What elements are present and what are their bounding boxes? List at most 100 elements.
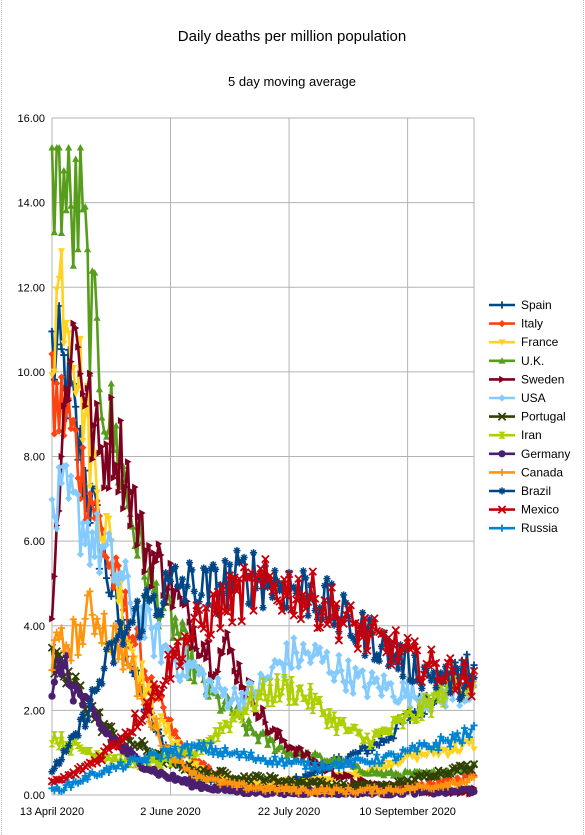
- data-point-marker: [373, 675, 381, 683]
- data-point-marker: [155, 620, 163, 628]
- data-point-marker: [242, 689, 251, 697]
- data-point-marker: [251, 771, 261, 780]
- data-point-marker: [95, 385, 104, 393]
- data-point-marker: [186, 618, 194, 626]
- data-point-marker: [306, 659, 315, 667]
- data-point-marker: [133, 552, 141, 559]
- data-point-marker: [63, 384, 70, 392]
- data-point-marker: [147, 692, 156, 701]
- data-point-marker: [67, 748, 75, 756]
- data-point-marker: [293, 751, 300, 759]
- data-point-marker: [121, 742, 130, 750]
- data-point-marker: [58, 452, 66, 461]
- data-point-marker: [266, 678, 274, 686]
- data-point-marker: [311, 641, 319, 649]
- data-point-marker: [81, 540, 89, 548]
- data-point-marker: [271, 567, 279, 575]
- legend: Spain Italy France U.K. Sweden USA Portugal Ira…: [489, 298, 570, 535]
- data-point-marker: [389, 734, 397, 742]
- data-point-marker: [382, 684, 390, 693]
- data-point-marker: [100, 610, 108, 618]
- legend-item: Germany: [489, 447, 570, 461]
- data-point-marker: [299, 590, 308, 599]
- data-point-marker: [261, 693, 269, 702]
- data-point-marker: [216, 766, 225, 775]
- data-point-marker: [299, 640, 307, 648]
- data-point-marker: [366, 770, 374, 777]
- data-point-marker: [140, 740, 149, 749]
- series-mexico: [47, 554, 479, 787]
- data-point-marker: [498, 320, 506, 328]
- data-point-marker: [107, 738, 116, 748]
- data-point-marker: [117, 758, 125, 766]
- data-point-marker: [53, 628, 61, 636]
- data-point-marker: [396, 713, 405, 722]
- data-point-marker: [347, 631, 355, 640]
- data-point-marker: [84, 384, 92, 392]
- data-point-marker: [468, 673, 476, 681]
- legend-label: Mexico: [521, 503, 559, 517]
- data-point-marker: [117, 416, 125, 425]
- data-point-marker: [328, 669, 336, 677]
- data-point-marker: [214, 734, 222, 743]
- data-point-marker: [67, 202, 75, 209]
- data-point-marker: [136, 681, 144, 689]
- data-point-marker: [107, 380, 115, 387]
- data-point-marker: [254, 571, 263, 580]
- data-point-marker: [193, 760, 201, 768]
- data-point-marker: [60, 747, 68, 755]
- data-point-marker: [304, 757, 312, 765]
- data-point-marker: [68, 358, 75, 366]
- data-point-marker: [228, 586, 236, 595]
- data-point-marker: [48, 740, 56, 748]
- data-point-marker: [60, 662, 68, 670]
- data-point-marker: [298, 744, 305, 752]
- data-point-marker: [360, 613, 370, 623]
- data-point-marker: [246, 777, 256, 786]
- legend-item: Italy: [489, 317, 543, 331]
- data-point-marker: [420, 739, 428, 747]
- data-point-marker: [171, 727, 179, 735]
- data-point-marker: [64, 741, 73, 750]
- data-point-marker: [71, 672, 80, 681]
- data-point-marker: [50, 678, 58, 686]
- data-point-marker: [321, 709, 329, 717]
- data-point-marker: [366, 784, 374, 792]
- data-point-marker: [392, 756, 400, 764]
- data-point-marker: [380, 671, 388, 680]
- data-point-marker: [98, 535, 106, 543]
- data-point-marker: [256, 772, 265, 782]
- data-point-marker: [241, 683, 248, 691]
- data-point-marker: [133, 722, 142, 732]
- data-point-marker: [334, 636, 344, 645]
- data-point-marker: [332, 599, 341, 609]
- data-point-marker: [55, 635, 63, 643]
- data-point-marker: [247, 748, 255, 757]
- data-point-marker: [244, 573, 254, 582]
- data-point-marker: [200, 738, 208, 747]
- data-point-marker: [245, 753, 253, 762]
- data-point-marker: [456, 748, 464, 756]
- data-point-marker: [83, 775, 92, 783]
- data-point-marker: [328, 790, 336, 798]
- legend-label: France: [521, 335, 559, 349]
- data-point-marker: [53, 783, 61, 791]
- data-point-marker: [446, 653, 455, 663]
- data-point-marker: [290, 634, 298, 642]
- axes: 0.00 2.00 4.00 6.00 8.00 10.00 12.00 14.00 16.00…: [17, 113, 455, 818]
- data-point-marker: [233, 709, 241, 717]
- data-point-marker: [275, 587, 284, 595]
- data-point-marker: [69, 697, 77, 705]
- data-point-marker: [86, 587, 94, 595]
- data-point-marker: [441, 673, 450, 683]
- y-tick-label: 2.00: [24, 705, 45, 717]
- data-point-marker: [55, 760, 63, 768]
- data-point-marker: [260, 704, 267, 712]
- data-point-marker: [271, 725, 279, 733]
- data-point-marker: [72, 488, 80, 496]
- data-point-marker: [121, 629, 130, 637]
- data-point-marker: [198, 652, 205, 660]
- data-point-marker: [55, 656, 63, 665]
- data-point-marker: [83, 514, 92, 522]
- data-point-marker: [403, 633, 412, 643]
